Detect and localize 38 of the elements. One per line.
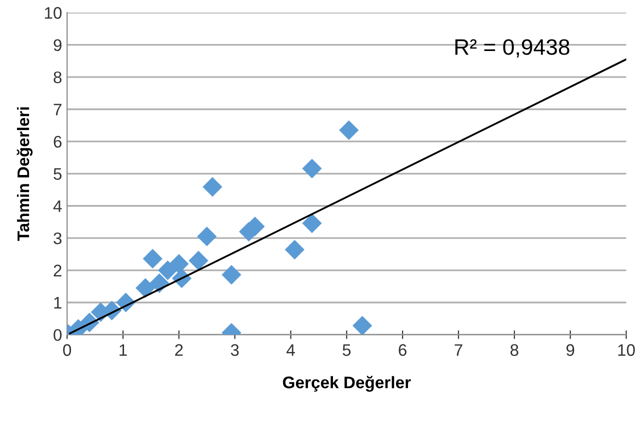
point bbox=[202, 177, 222, 197]
y-tick-label: 9 bbox=[54, 39, 62, 52]
point bbox=[136, 278, 156, 298]
x-tick-label: 3 bbox=[230, 344, 239, 356]
point bbox=[352, 316, 372, 335]
y-tick-label: 5 bbox=[54, 168, 62, 180]
point bbox=[169, 254, 189, 274]
y-tick-label: 3 bbox=[54, 232, 62, 244]
y-tick-label: 6 bbox=[54, 136, 62, 148]
point bbox=[284, 240, 304, 260]
y-axis-title: Tahmin Değerleri bbox=[16, 107, 33, 241]
x-tick-label: 8 bbox=[510, 344, 518, 356]
point bbox=[302, 158, 322, 178]
point bbox=[158, 260, 178, 280]
point bbox=[142, 248, 162, 269]
y-tick-label: 1 bbox=[54, 297, 62, 309]
y-tick-label: 10 bbox=[44, 7, 62, 19]
x-tick-label: 10 bbox=[618, 344, 635, 356]
x-tick-label: 5 bbox=[342, 344, 351, 356]
x-tick-label: 1 bbox=[120, 344, 127, 356]
x-tick-label: 0 bbox=[63, 344, 72, 356]
point bbox=[197, 226, 217, 246]
point bbox=[302, 213, 322, 234]
y-tick-label: 8 bbox=[54, 71, 62, 84]
y-tick-label: 0 bbox=[54, 329, 62, 341]
y-tick-label: 2 bbox=[54, 264, 62, 276]
x-axis-title: Gerçek Değerler bbox=[282, 376, 411, 392]
x-tick-label: 2 bbox=[175, 344, 183, 356]
point bbox=[222, 264, 242, 285]
x-tick-label: 4 bbox=[286, 344, 295, 356]
x-tick-label: 7 bbox=[454, 344, 462, 356]
point bbox=[339, 120, 359, 140]
y-tick-label: 4 bbox=[53, 200, 62, 212]
point bbox=[188, 250, 208, 270]
annotation: R² = 0,9438 bbox=[455, 39, 570, 58]
y-tick-label: 7 bbox=[54, 104, 62, 116]
x-tick-label: 6 bbox=[398, 344, 406, 356]
x-tick-label: 9 bbox=[566, 344, 574, 356]
